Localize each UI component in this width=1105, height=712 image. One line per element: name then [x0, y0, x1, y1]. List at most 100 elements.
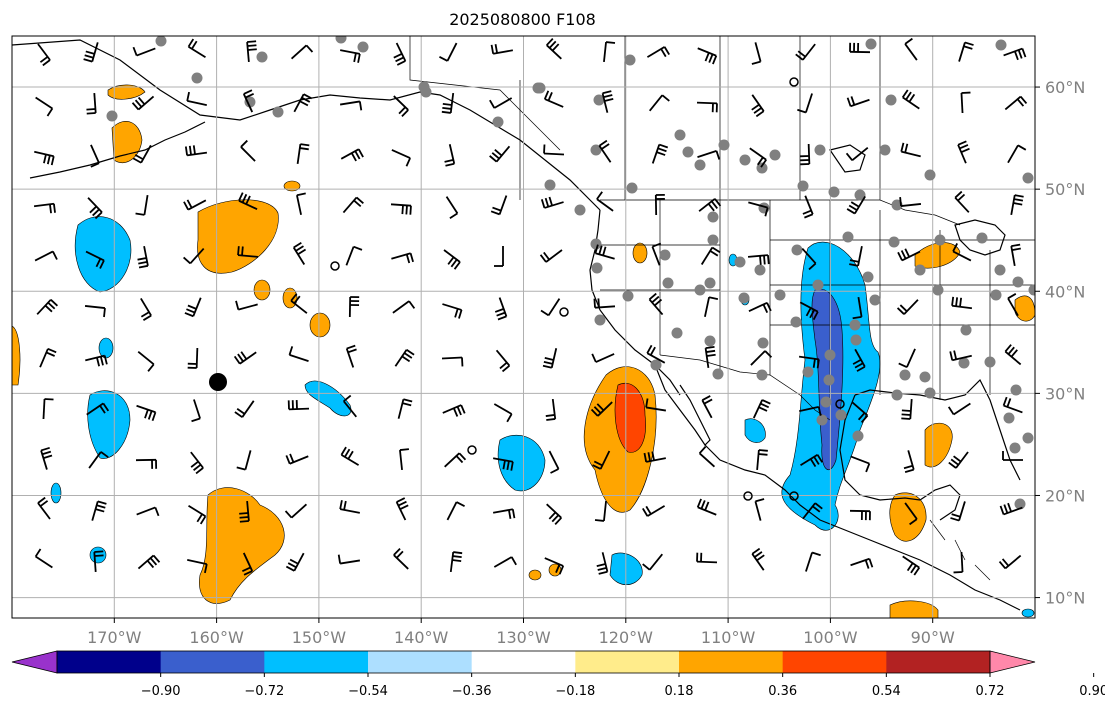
wind-barb	[947, 402, 971, 416]
station-dot	[593, 94, 605, 106]
wind-barb	[489, 145, 511, 163]
wind-barb	[187, 38, 206, 59]
wind-barb	[543, 90, 564, 108]
lat-tick-label: 40°N	[1045, 282, 1085, 301]
wind-barb	[697, 47, 718, 65]
station-dot	[924, 169, 936, 181]
anomaly-region-gulf	[924, 422, 953, 468]
wind-barbs	[33, 37, 1028, 576]
wind-barb	[601, 90, 614, 113]
anomaly-blob-8	[98, 337, 114, 359]
wind-barb	[646, 344, 666, 364]
station-dot	[624, 54, 636, 66]
station-dot	[850, 334, 862, 346]
colorbar-tick-label: −0.90	[141, 684, 181, 699]
wind-barb	[233, 351, 257, 365]
wind-barb	[136, 404, 157, 422]
wind-barb	[904, 37, 918, 61]
wind-barb	[188, 504, 207, 525]
wind-barb	[1010, 243, 1021, 267]
wind-barb	[399, 448, 409, 471]
anomaly-region-npac-west	[74, 216, 132, 293]
wind-barb	[898, 348, 916, 368]
colorbar-tick-label: 0.72	[976, 684, 1005, 699]
station-dot	[774, 289, 786, 301]
wind-barb	[42, 398, 54, 420]
alaska-canada-border	[409, 36, 561, 151]
wind-barb	[897, 248, 921, 262]
wind-barb	[86, 92, 97, 115]
gulf-of-mexico-coast	[854, 378, 1021, 481]
station-dot	[958, 357, 970, 369]
wind-barb	[852, 296, 863, 320]
station-dot	[852, 430, 864, 442]
lon-tick-label: 160°W	[189, 628, 244, 647]
mexico-pacific-coast	[704, 444, 1021, 611]
station-dot	[590, 238, 602, 250]
wind-barb	[546, 37, 562, 60]
anomaly-blob-9	[50, 482, 62, 504]
station-dot	[960, 324, 972, 336]
wind-barb	[596, 191, 614, 212]
wind-barb	[797, 93, 813, 114]
wind-barb	[904, 502, 918, 526]
wind-barb	[594, 500, 607, 522]
station-dot	[1022, 172, 1034, 184]
wind-barb	[950, 501, 966, 522]
wind-barb	[442, 303, 463, 319]
wind-barb	[749, 147, 767, 168]
wind-barb	[397, 398, 413, 419]
hollow-marker	[789, 491, 799, 501]
station-dot	[995, 39, 1007, 51]
wind-barb	[800, 453, 824, 468]
wind-barb	[242, 89, 255, 113]
wind-barb	[800, 143, 811, 166]
wind-barb	[493, 403, 513, 423]
wind-barb	[339, 500, 360, 514]
station-dot	[650, 359, 662, 371]
station-dot	[734, 256, 746, 268]
station-dot	[862, 271, 874, 283]
station-dot	[492, 116, 504, 128]
station-dot	[532, 82, 544, 94]
station-dot	[756, 369, 768, 381]
station-dot	[754, 264, 766, 276]
wind-barb	[83, 42, 99, 63]
wind-barb	[183, 199, 207, 211]
wind-barb	[132, 144, 152, 164]
wind-barb	[594, 244, 615, 260]
wind-barb	[592, 450, 611, 470]
lon-tick-label: 130°W	[496, 628, 551, 647]
wind-barb	[135, 194, 149, 216]
anomaly-region-offshore-blue	[497, 434, 546, 492]
station-dot	[591, 262, 603, 274]
map-panel	[12, 36, 1035, 618]
wind-barb	[495, 349, 511, 373]
wind-barb	[1004, 95, 1028, 111]
alaska-coastline	[12, 39, 601, 211]
station-dot	[976, 232, 988, 244]
wind-barb	[591, 353, 615, 363]
wind-barb	[849, 509, 871, 521]
wind-barb	[85, 354, 108, 367]
wind-barb	[494, 297, 508, 321]
wind-barb	[33, 202, 56, 214]
station-dot	[738, 292, 750, 304]
wind-barb	[645, 398, 667, 412]
wind-barb	[954, 190, 970, 213]
station-dot	[718, 139, 730, 151]
hudson-outline	[829, 144, 866, 173]
wind-barb	[340, 446, 360, 466]
anomaly-blob-4	[632, 242, 648, 264]
wind-barb	[953, 551, 964, 574]
wind-barb	[85, 250, 105, 269]
station-dot	[828, 186, 840, 198]
wind-barb	[137, 246, 149, 269]
wind-barb	[296, 143, 310, 165]
station-dot	[869, 294, 881, 306]
wind-barb	[489, 97, 513, 109]
wind-barb	[960, 91, 971, 114]
station-dot	[849, 319, 861, 331]
lat-tick-label: 10°N	[1045, 589, 1085, 608]
wind-barb	[35, 96, 54, 117]
